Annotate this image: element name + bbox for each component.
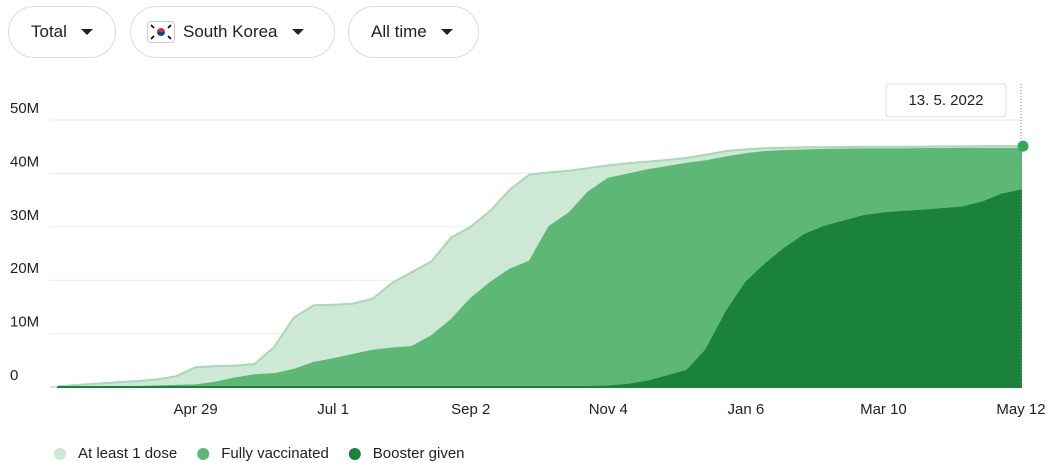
y-tick-label: 10M xyxy=(10,314,39,331)
area xyxy=(57,189,1022,388)
legend-label: At least 1 dose xyxy=(78,445,177,462)
dropdown-label: South Korea xyxy=(183,22,278,41)
legend-label: Fully vaccinated xyxy=(221,445,329,462)
x-tick-label: Nov 4 xyxy=(589,401,628,418)
country-dropdown[interactable]: South Korea xyxy=(130,6,335,58)
x-tick-label: Apr 29 xyxy=(173,401,217,418)
legend-label: Booster given xyxy=(373,445,465,462)
y-tick-label: 40M xyxy=(10,153,39,170)
x-tick-label: Mar 10 xyxy=(860,401,907,418)
y-tick-label: 30M xyxy=(10,207,39,224)
total-dropdown[interactable]: Total xyxy=(8,6,116,58)
caret xyxy=(291,29,304,35)
y-tick-label: 0 xyxy=(10,367,18,384)
x-tick-label: Jul 1 xyxy=(317,401,349,418)
caret xyxy=(440,29,453,35)
x-tick-label: Jan 6 xyxy=(728,401,765,418)
legend-dot xyxy=(54,448,66,460)
x-tick-label: May 12 xyxy=(996,401,1045,418)
caret xyxy=(80,29,93,35)
y-tick-label: 20M xyxy=(10,260,39,277)
legend-dot xyxy=(348,448,361,460)
tooltip-text: 13. 5. 2022 xyxy=(908,92,983,109)
legend-dot xyxy=(197,448,210,460)
y-tick-label: 50M xyxy=(10,100,39,117)
end-marker xyxy=(1017,140,1029,152)
x-tick-label: Sep 2 xyxy=(451,401,490,418)
period-dropdown[interactable]: All time xyxy=(348,6,479,58)
flag-icon xyxy=(147,21,175,43)
dropdown-label: All time xyxy=(371,22,427,41)
dropdown-label: Total xyxy=(31,22,67,41)
area xyxy=(57,145,1022,388)
tooltip-box xyxy=(885,83,1007,118)
area xyxy=(57,147,1022,388)
